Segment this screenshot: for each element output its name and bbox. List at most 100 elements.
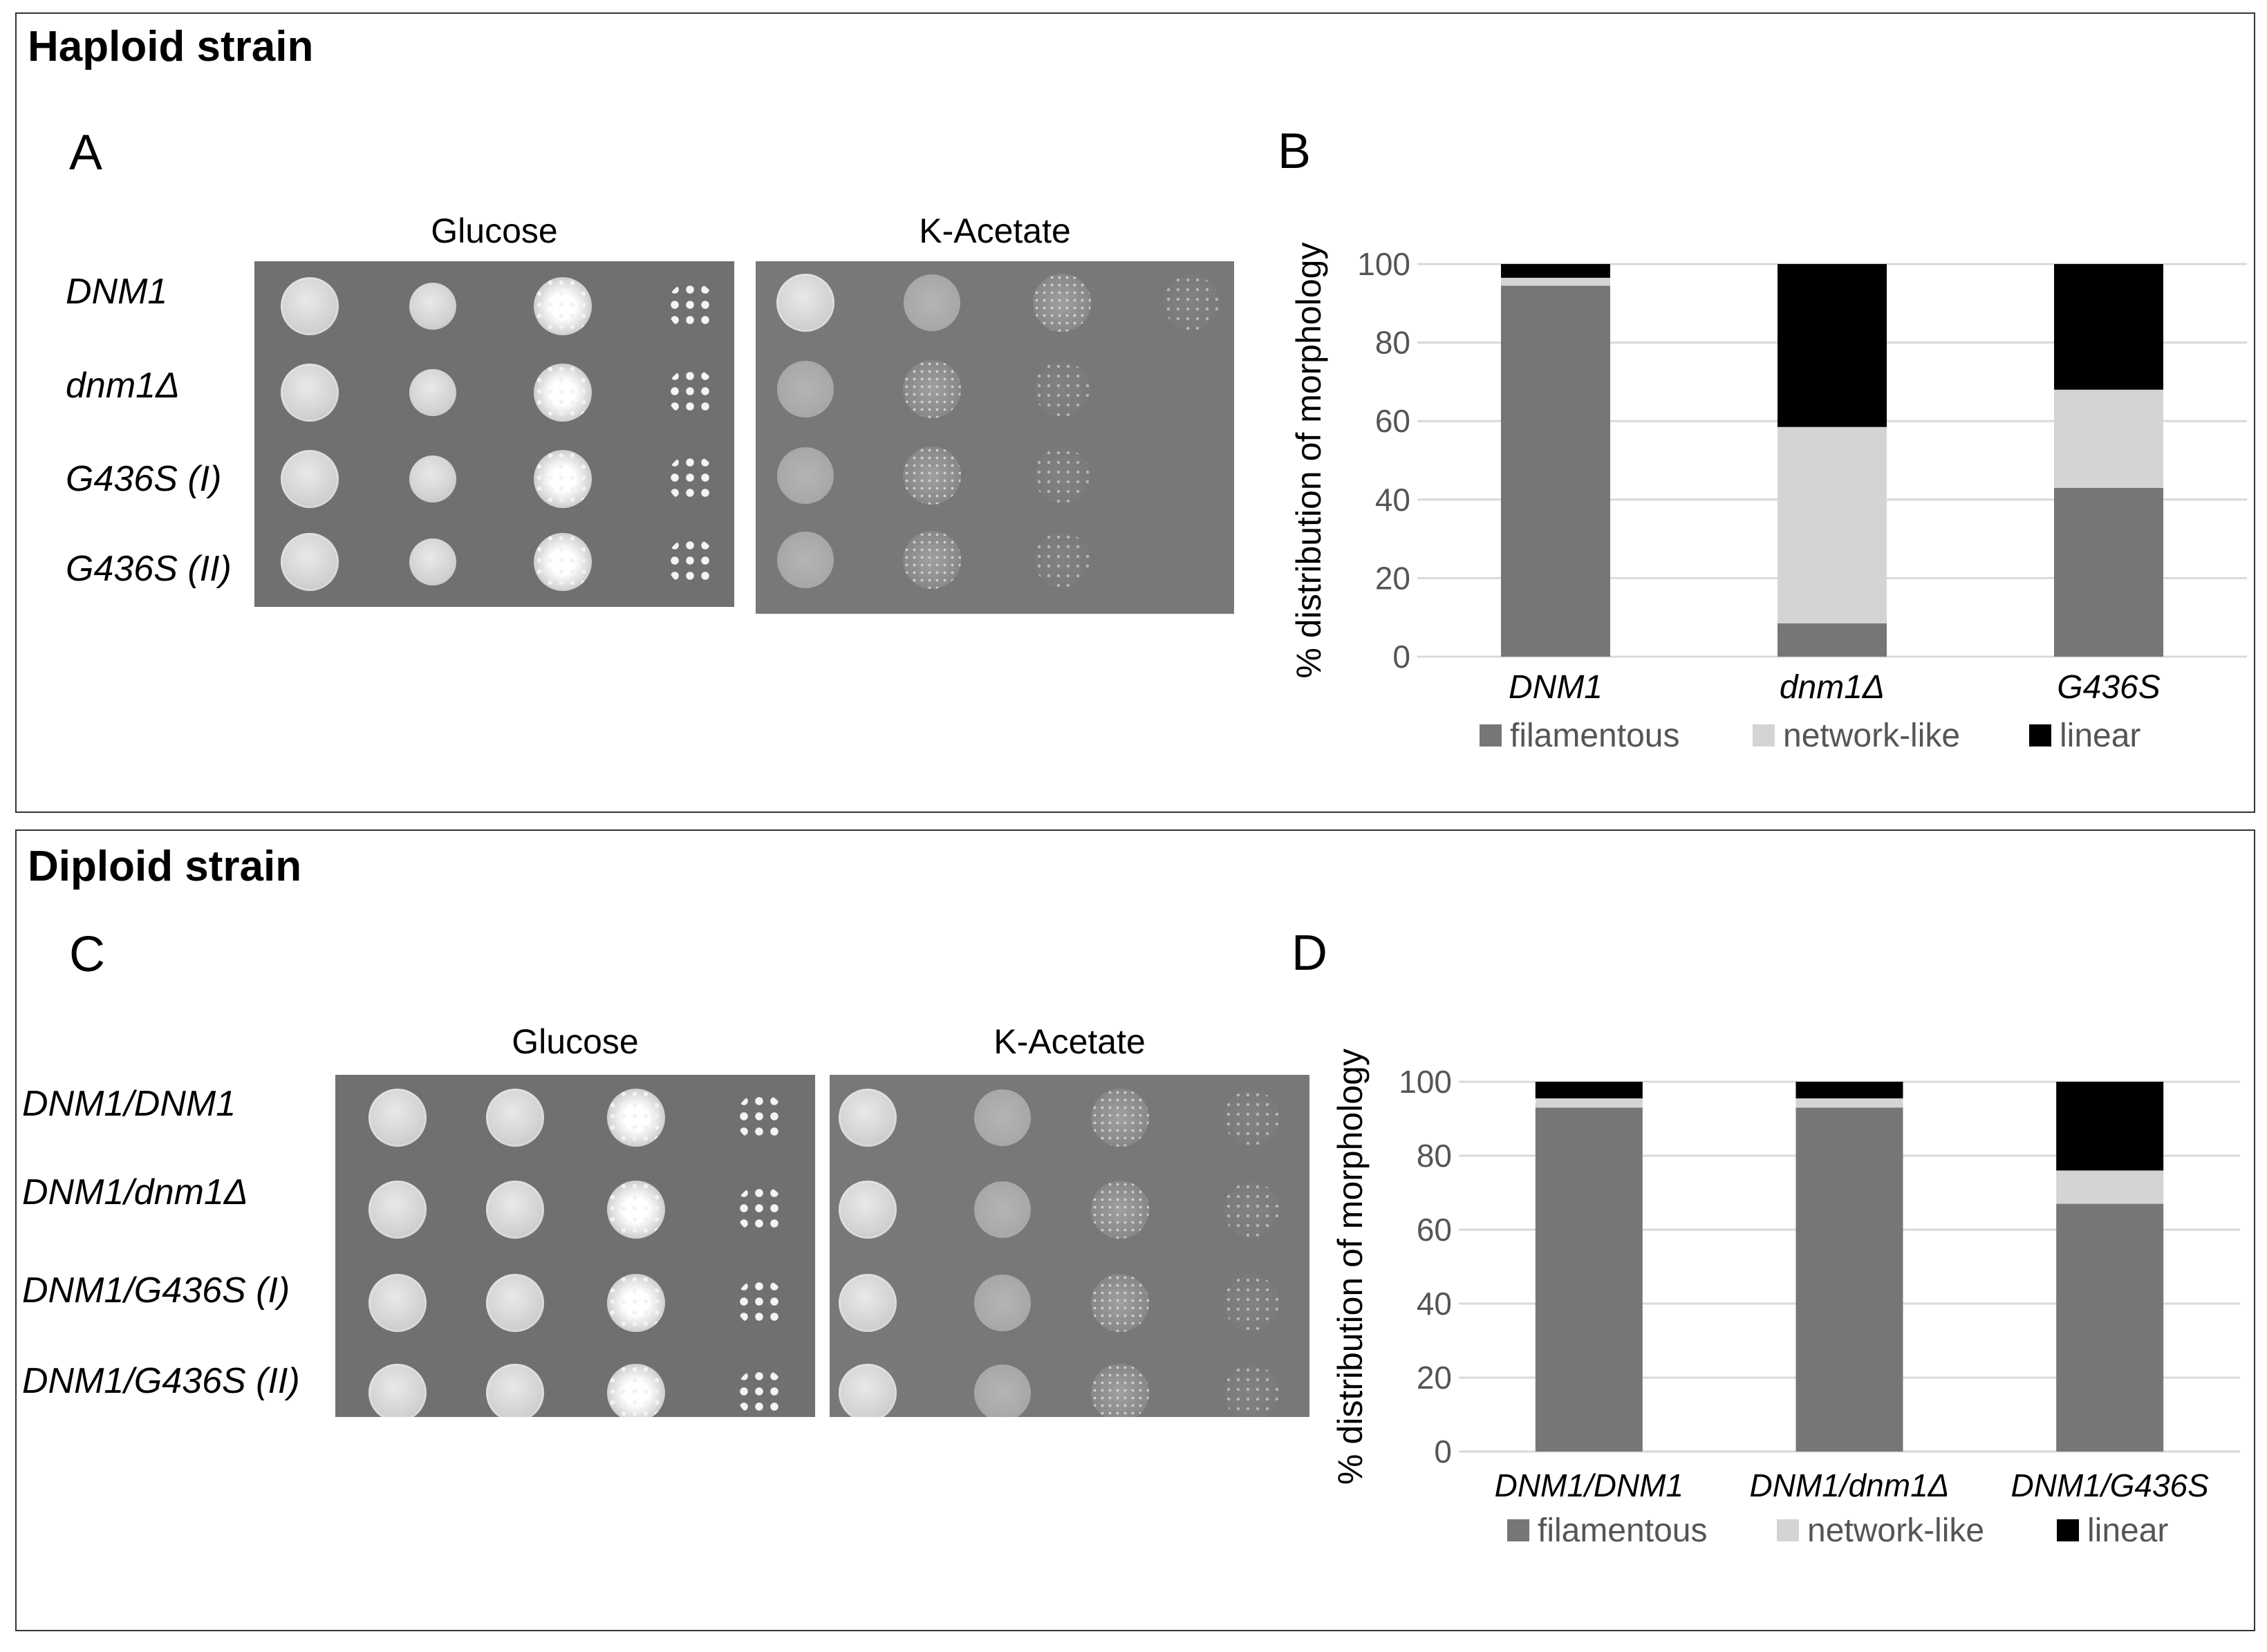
bar-segment-filamentous xyxy=(2056,1203,2164,1452)
yeast-spot xyxy=(777,447,834,504)
yeast-spot xyxy=(1034,532,1090,588)
yeast-spot xyxy=(777,361,834,417)
yeast-spot xyxy=(839,1364,897,1417)
yeast-spot xyxy=(281,533,339,591)
y-tick-label: 40 xyxy=(1417,1286,1452,1322)
yeast-spot xyxy=(368,1364,427,1417)
yeast-spot xyxy=(368,1089,427,1147)
yeast-spot xyxy=(534,364,592,422)
yeast-spot xyxy=(1034,362,1090,417)
yeast-spot xyxy=(839,1181,897,1239)
yeast-spot xyxy=(839,1089,897,1147)
bar-segment-filamentous xyxy=(1795,1107,1903,1452)
y-tick-label: 60 xyxy=(1375,403,1410,439)
yeast-spot xyxy=(903,531,961,589)
legend-swatch xyxy=(1480,724,1502,747)
plate-title-k-acetate: K-Acetate xyxy=(919,212,1071,250)
yeast-spot xyxy=(409,538,456,585)
yeast-spot xyxy=(903,360,961,418)
yeast-spot xyxy=(1224,1275,1279,1331)
bar-segment-linear xyxy=(1778,264,1887,427)
yeast-spot xyxy=(534,277,592,335)
yeast-spot xyxy=(607,1364,665,1417)
yeast-spot xyxy=(1034,448,1090,503)
yeast-spot xyxy=(974,1364,1031,1417)
yeast-spot xyxy=(839,1274,897,1332)
y-axis-title: % distribution of morphology xyxy=(1331,1049,1370,1485)
x-category-label: DNM1 xyxy=(1509,669,1603,706)
yeast-spot xyxy=(667,455,716,503)
yeast-spot xyxy=(409,369,456,416)
legend-label: network-like xyxy=(1807,1512,1984,1549)
y-tick-label: 100 xyxy=(1357,246,1410,282)
plate-title-glucose: Glucose xyxy=(512,1022,639,1061)
yeast-spot xyxy=(667,368,716,417)
yeast-spot xyxy=(534,450,592,508)
yeast-spot xyxy=(974,1275,1031,1331)
panel-letter-c: C xyxy=(69,927,105,982)
bar-segment-network-like xyxy=(1778,426,1887,623)
x-category-label: DNM1/DNM1 xyxy=(1495,1467,1683,1503)
y-tick-label: 100 xyxy=(1399,1064,1452,1100)
y-tick-label: 20 xyxy=(1417,1360,1452,1396)
legend-label: network-like xyxy=(1783,717,1960,754)
bar-segment-filamentous xyxy=(2054,487,2163,657)
yeast-spot xyxy=(974,1181,1031,1238)
yeast-spot xyxy=(1091,1364,1149,1417)
row-label: DNM1/G436S (II) xyxy=(22,1361,300,1401)
panel-letter-b: B xyxy=(1278,124,1312,179)
x-category-label: DNM1/dnm1Δ xyxy=(1749,1467,1949,1503)
y-tick-label: 20 xyxy=(1375,560,1410,596)
legend-swatch xyxy=(1753,724,1775,747)
row-label: G436S (I) xyxy=(66,459,222,499)
glucose-plate-photo xyxy=(335,1075,815,1417)
yeast-spot xyxy=(281,450,339,508)
bar-segment-network-like xyxy=(2056,1170,2164,1204)
yeast-spot xyxy=(1224,1182,1279,1237)
y-axis-title: % distribution of morphology xyxy=(1289,243,1328,679)
panel-letter-d: D xyxy=(1291,926,1327,981)
plate-title-glucose: Glucose xyxy=(431,212,558,250)
yeast-spot xyxy=(1091,1181,1149,1239)
yeast-spot xyxy=(736,1369,785,1417)
yeast-spot xyxy=(368,1181,427,1239)
plate-title-k-acetate: K-Acetate xyxy=(993,1022,1146,1061)
row-label: DNM1 xyxy=(66,272,168,312)
bar-segment-filamentous xyxy=(1501,285,1610,657)
morphology-chart-d: % distribution of morphology 0 20 40 60 80 100… xyxy=(1331,1049,2240,1549)
x-category-label: G436S xyxy=(2057,669,2160,706)
yeast-spot xyxy=(1033,274,1091,332)
yeast-spot xyxy=(776,274,834,332)
bar-segment-linear xyxy=(1795,1082,1903,1099)
y-tick-label: 0 xyxy=(1392,639,1410,675)
bar-segment-linear xyxy=(2054,264,2163,390)
row-label: dnm1Δ xyxy=(66,366,180,406)
yeast-spot xyxy=(777,532,834,588)
bar-segment-network-like xyxy=(2054,389,2163,488)
yeast-spot xyxy=(736,1093,785,1142)
yeast-spot xyxy=(486,1274,544,1332)
row-label: G436S (II) xyxy=(66,549,232,589)
legend-swatch xyxy=(2057,1519,2079,1541)
bar-segment-network-like xyxy=(1535,1098,1643,1108)
yeast-spot xyxy=(667,538,716,586)
legend-label: linear xyxy=(2060,717,2140,754)
diploid-section-title: Diploid strain xyxy=(28,843,302,890)
legend-label: filamentous xyxy=(1510,717,1679,754)
glucose-plate-photo xyxy=(254,261,734,607)
yeast-spot xyxy=(1091,1089,1149,1147)
bar-segment-filamentous xyxy=(1535,1107,1643,1452)
yeast-spot xyxy=(281,277,339,335)
y-tick-label: 80 xyxy=(1375,325,1410,361)
y-tick-label: 0 xyxy=(1434,1434,1452,1470)
yeast-spot xyxy=(486,1089,544,1147)
legend-swatch xyxy=(1507,1519,1529,1541)
legend-swatch xyxy=(2029,724,2051,747)
y-tick-label: 80 xyxy=(1417,1138,1452,1174)
legend-label: filamentous xyxy=(1538,1512,1707,1549)
yeast-spot xyxy=(1164,275,1219,330)
yeast-spot xyxy=(974,1089,1031,1146)
y-tick-label: 60 xyxy=(1417,1212,1452,1248)
x-category-label: dnm1Δ xyxy=(1780,669,1885,706)
yeast-spot xyxy=(667,282,716,330)
